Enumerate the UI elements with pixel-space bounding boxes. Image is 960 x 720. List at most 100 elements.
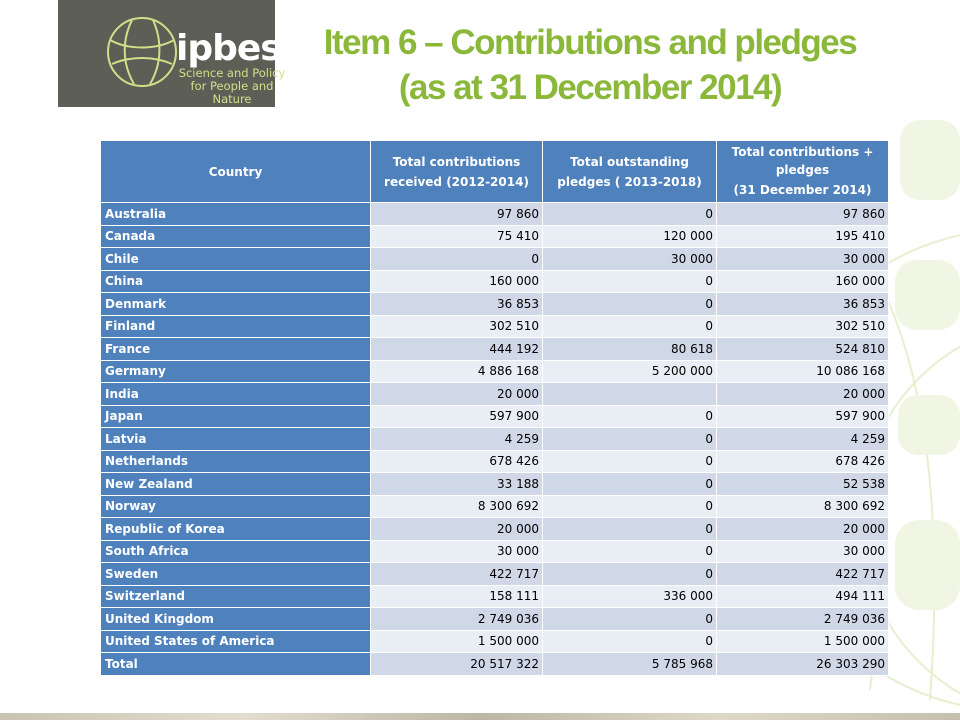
total-cell: 52 538 [716, 472, 889, 496]
country-cell: Latvia [100, 427, 371, 451]
country-cell: United Kingdom [100, 607, 371, 631]
globe-icon [107, 17, 177, 87]
total-cell: 30 000 [716, 247, 889, 271]
country-cell: China [100, 269, 371, 293]
total-cell: 422 717 [716, 562, 889, 586]
country-cell: New Zealand [100, 472, 371, 496]
table-row: Australia 97 860 0 97 860 [100, 202, 889, 226]
pledges-cell: 0 [542, 202, 717, 226]
pledges-cell: 5 200 000 [542, 359, 717, 383]
contributions-cell: 422 717 [370, 562, 543, 586]
pledges-cell: 80 618 [542, 337, 717, 361]
pledges-cell: 0 [542, 314, 717, 338]
total-cell: 8 300 692 [716, 494, 889, 518]
slide-title-line2: (as at 31 December 2014) [398, 68, 783, 107]
table-row: India 20 000 20 000 [100, 382, 889, 406]
logo-name: ipbes [176, 28, 282, 69]
contributions-cell: 597 900 [370, 404, 543, 428]
total-cell: 30 000 [716, 539, 889, 563]
country-cell: Switzerland [100, 584, 371, 608]
country-cell: Australia [100, 202, 371, 226]
total-cell: 4 259 [716, 427, 889, 451]
contributions-cell: 4 886 168 [370, 359, 543, 383]
country-cell: Canada [100, 224, 371, 248]
table-row: Sweden 422 717 0 422 717 [100, 562, 889, 586]
total-cell: 10 086 168 [716, 359, 889, 383]
country-cell: Republic of Korea [100, 517, 371, 541]
contributions-cell: 158 111 [370, 584, 543, 608]
table-row: Netherlands 678 426 0 678 426 [100, 449, 889, 473]
pledges-cell: 0 [542, 269, 717, 293]
pledges-cell: 0 [542, 562, 717, 586]
header-total-line2: (31 December 2014) [733, 182, 872, 197]
contributions-cell: 4 259 [370, 427, 543, 451]
table-row: Denmark 36 853 0 36 853 [100, 292, 889, 316]
contributions-cell: 36 853 [370, 292, 543, 316]
total-cell: 20 000 [716, 517, 889, 541]
contributions-table: Country Total contributions received (20… [100, 140, 889, 676]
table-row: Republic of Korea 20 000 0 20 000 [100, 517, 889, 541]
contributions-cell: 30 000 [370, 539, 543, 563]
table-row: South Africa 30 000 0 30 000 [100, 539, 889, 563]
contributions-cell: 0 [370, 247, 543, 271]
country-cell: Germany [100, 359, 371, 383]
table-row: United States of America 1 500 000 0 1 500 … [100, 629, 889, 653]
table-row: Japan 597 900 0 597 900 [100, 404, 889, 428]
pledges-cell: 0 [542, 404, 717, 428]
contributions-cell: 33 188 [370, 472, 543, 496]
contributions-cell: 20 000 [370, 517, 543, 541]
contributions-cell: 97 860 [370, 202, 543, 226]
pledges-cell: 5 785 968 [542, 652, 717, 676]
total-cell: 1 500 000 [716, 629, 889, 653]
contributions-cell: 8 300 692 [370, 494, 543, 518]
country-cell: India [100, 382, 371, 406]
logo-tagline-line1: Science and Policy [178, 66, 286, 80]
contributions-cell: 2 749 036 [370, 607, 543, 631]
table-row: Germany 4 886 168 5 200 000 10 086 168 [100, 359, 889, 383]
country-cell: Total [100, 652, 371, 676]
total-cell: 597 900 [716, 404, 889, 428]
slide-title-line1: Item 6 – Contributions and pledges [323, 23, 858, 62]
pledges-cell: 0 [542, 449, 717, 473]
contributions-cell: 75 410 [370, 224, 543, 248]
header-contributions: Total contributions received (2012-2014) [370, 140, 543, 203]
contributions-cell: 160 000 [370, 269, 543, 293]
table-row: China 160 000 0 160 000 [100, 269, 889, 293]
country-cell: Norway [100, 494, 371, 518]
country-cell: Finland [100, 314, 371, 338]
pledges-cell: 0 [542, 427, 717, 451]
country-cell: Sweden [100, 562, 371, 586]
pledges-cell: 0 [542, 607, 717, 631]
table-total-row: Total 20 517 322 5 785 968 26 303 290 [100, 652, 889, 676]
contributions-cell: 302 510 [370, 314, 543, 338]
country-cell: Denmark [100, 292, 371, 316]
total-cell: 160 000 [716, 269, 889, 293]
total-cell: 26 303 290 [716, 652, 889, 676]
table-row: Latvia 4 259 0 4 259 [100, 427, 889, 451]
total-cell: 2 749 036 [716, 607, 889, 631]
pledges-cell: 0 [542, 472, 717, 496]
pledges-cell: 0 [542, 517, 717, 541]
pledges-cell: 0 [542, 292, 717, 316]
table-row: Chile 0 30 000 30 000 [100, 247, 889, 271]
pledges-cell: 120 000 [542, 224, 717, 248]
contributions-cell: 20 517 322 [370, 652, 543, 676]
contributions-cell: 444 192 [370, 337, 543, 361]
pledges-cell: 0 [542, 629, 717, 653]
total-cell: 97 860 [716, 202, 889, 226]
contributions-cell: 20 000 [370, 382, 543, 406]
country-cell: Netherlands [100, 449, 371, 473]
logo-tagline: Science and Policy for People and Nature [172, 67, 292, 106]
pledges-cell [542, 382, 717, 406]
country-cell: France [100, 337, 371, 361]
total-cell: 524 810 [716, 337, 889, 361]
total-cell: 302 510 [716, 314, 889, 338]
footer-strip [0, 713, 960, 720]
total-cell: 678 426 [716, 449, 889, 473]
table-row: United Kingdom 2 749 036 0 2 749 036 [100, 607, 889, 631]
table-row: France 444 192 80 618 524 810 [100, 337, 889, 361]
country-cell: South Africa [100, 539, 371, 563]
ipbes-logo: ipbes Science and Policy for People and … [58, 0, 285, 107]
pledges-cell: 0 [542, 539, 717, 563]
total-cell: 36 853 [716, 292, 889, 316]
